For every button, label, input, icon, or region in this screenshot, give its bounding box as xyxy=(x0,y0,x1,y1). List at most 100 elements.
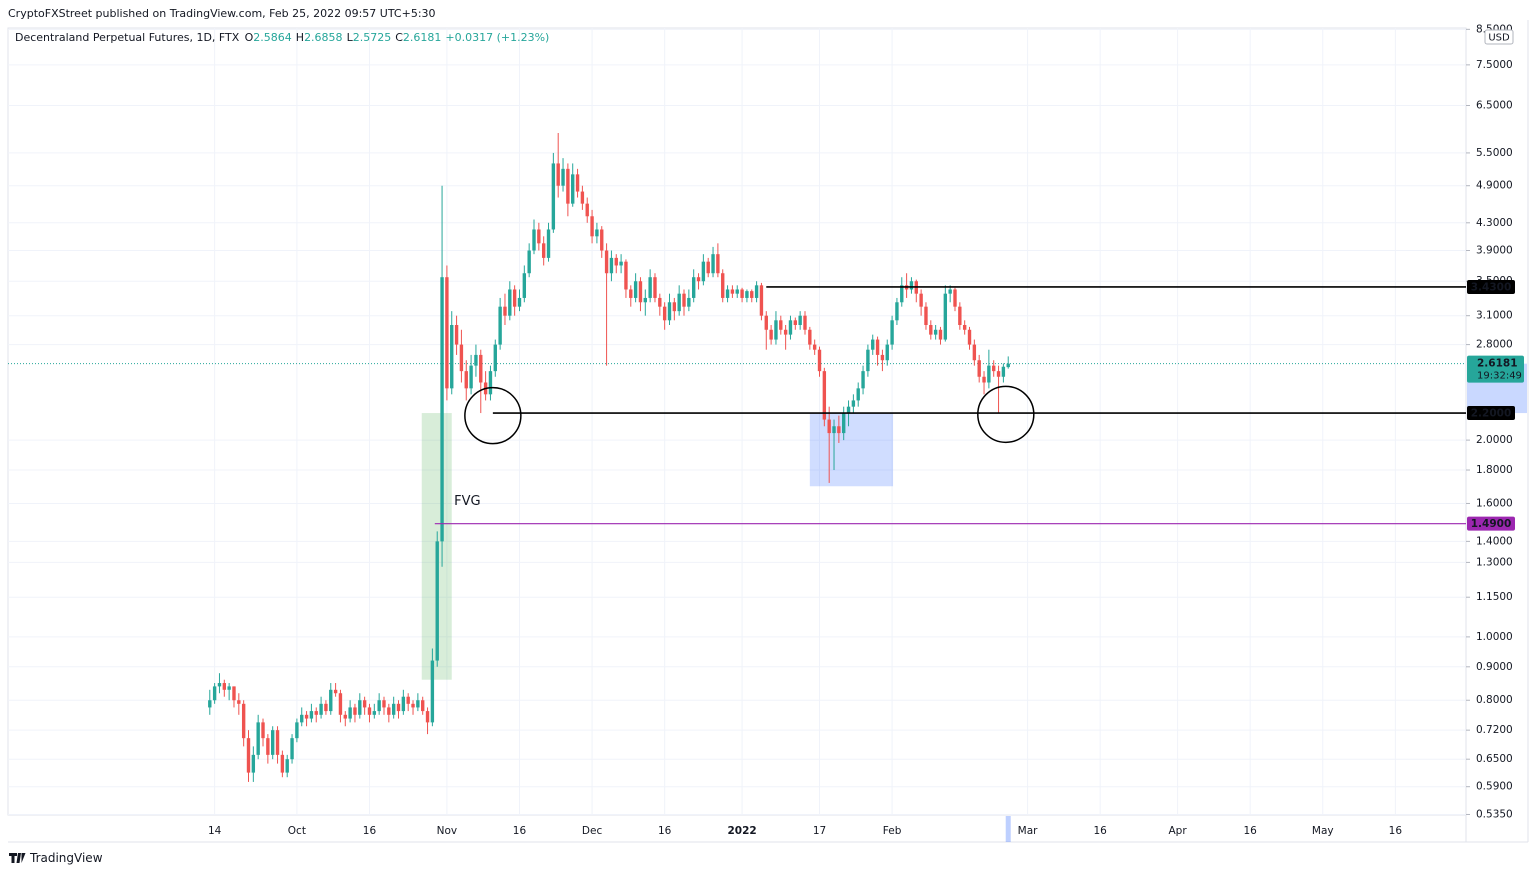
candle-body xyxy=(546,229,551,258)
candle-body xyxy=(837,426,841,434)
candle-body xyxy=(396,703,401,712)
legend-value: 2.5864 xyxy=(253,31,292,44)
candle-body xyxy=(919,293,923,307)
candle-body xyxy=(522,273,527,298)
candle-body xyxy=(406,696,410,704)
candle-body xyxy=(464,371,468,389)
price-tag-label: 2.6181 xyxy=(1477,358,1518,370)
candle-body xyxy=(256,722,260,755)
candle-body xyxy=(314,711,318,715)
y-tick-label: 3.9000 xyxy=(1476,245,1513,257)
legend-value: 2.6181 xyxy=(403,31,442,44)
countdown: 19:32:49 xyxy=(1477,371,1522,382)
candle-body xyxy=(817,349,822,372)
x-tick-label: Nov xyxy=(437,825,458,837)
candle-body xyxy=(329,689,333,712)
candle-body xyxy=(842,413,846,434)
candle-body xyxy=(938,329,943,340)
candle-body xyxy=(208,700,212,708)
y-tick-label: 0.6500 xyxy=(1476,753,1513,765)
y-tick-label: 1.6000 xyxy=(1476,497,1513,509)
x-tick-label: 16 xyxy=(1093,825,1107,837)
candle-body xyxy=(740,289,744,298)
candle-body xyxy=(537,229,541,244)
candle-body xyxy=(469,365,473,389)
y-tick-label: 1.4000 xyxy=(1476,535,1513,547)
candle-body xyxy=(324,703,328,712)
candle-body xyxy=(541,243,546,258)
candle-body xyxy=(445,277,449,389)
candle-body xyxy=(662,306,667,321)
candle-body xyxy=(667,302,672,321)
candle-body xyxy=(237,700,241,704)
candle-body xyxy=(832,426,836,434)
price-tag xyxy=(1467,279,1515,294)
candle-body xyxy=(212,686,217,701)
candle-body xyxy=(725,289,730,298)
candle-body xyxy=(696,277,701,282)
candle-body xyxy=(982,376,986,383)
price-tag-label: 3.4300 xyxy=(1471,281,1512,293)
y-tick-label: 2.8000 xyxy=(1476,339,1513,351)
candle-body xyxy=(721,273,725,298)
brand-logo xyxy=(9,853,26,863)
candle-body xyxy=(764,315,768,330)
candle-body xyxy=(629,289,633,298)
candle-body xyxy=(600,229,604,251)
candle-body xyxy=(633,281,638,298)
currency-box xyxy=(1484,29,1514,45)
candle-body xyxy=(551,163,556,230)
x-tick-label: 14 xyxy=(208,825,222,837)
symbol: Decentraland Perpetual Futures, 1D, FTX xyxy=(15,31,240,44)
price-tag-label: 2.2000 xyxy=(1471,408,1512,420)
candle-body xyxy=(309,711,314,719)
candle-body xyxy=(871,339,875,350)
candle-body xyxy=(251,754,256,773)
candle-body xyxy=(362,700,367,708)
x-tick-label: 2022 xyxy=(727,825,756,837)
circle-marker xyxy=(464,386,522,445)
candle-body xyxy=(401,696,406,712)
candle-body xyxy=(604,250,609,274)
candle-body xyxy=(846,406,851,414)
legend-key: C xyxy=(395,31,403,44)
candle-body xyxy=(972,344,977,361)
candle-body xyxy=(319,703,323,715)
candle-body xyxy=(450,324,454,389)
candle-body xyxy=(590,216,594,237)
candle-body xyxy=(488,371,493,395)
candle-body xyxy=(421,700,425,712)
candle-body xyxy=(508,289,512,316)
price-tag xyxy=(1467,406,1515,421)
candle-body xyxy=(880,354,885,361)
legend-value: 2.5725 xyxy=(353,31,392,44)
candle-body xyxy=(929,324,933,335)
x-tick-label: 16 xyxy=(658,825,672,837)
candle-body xyxy=(246,738,251,773)
candle-body xyxy=(517,297,522,307)
x-tick-label: 17 xyxy=(813,825,826,837)
x-tick-label: 16 xyxy=(513,825,527,837)
candle-body xyxy=(875,339,880,355)
y-tick-label: 8.5000 xyxy=(1476,23,1513,35)
candle-body xyxy=(648,277,652,298)
candle-body xyxy=(759,285,764,316)
legend-key: O xyxy=(245,31,254,44)
candle-body xyxy=(1006,363,1010,368)
candle-body xyxy=(812,344,817,350)
candle-body xyxy=(948,289,952,294)
candle-body xyxy=(933,329,938,335)
candle-body xyxy=(425,711,430,723)
candle-body xyxy=(532,229,536,251)
candle-body xyxy=(358,700,362,715)
candle-body xyxy=(561,168,565,186)
candle-body xyxy=(527,250,531,274)
candle-body xyxy=(924,306,928,325)
circle-marker xyxy=(977,385,1035,444)
candle-body xyxy=(222,683,226,690)
annotation: FVG xyxy=(454,494,480,509)
candle-body xyxy=(503,306,507,316)
candle-body xyxy=(367,707,372,715)
candle-body xyxy=(232,686,236,701)
